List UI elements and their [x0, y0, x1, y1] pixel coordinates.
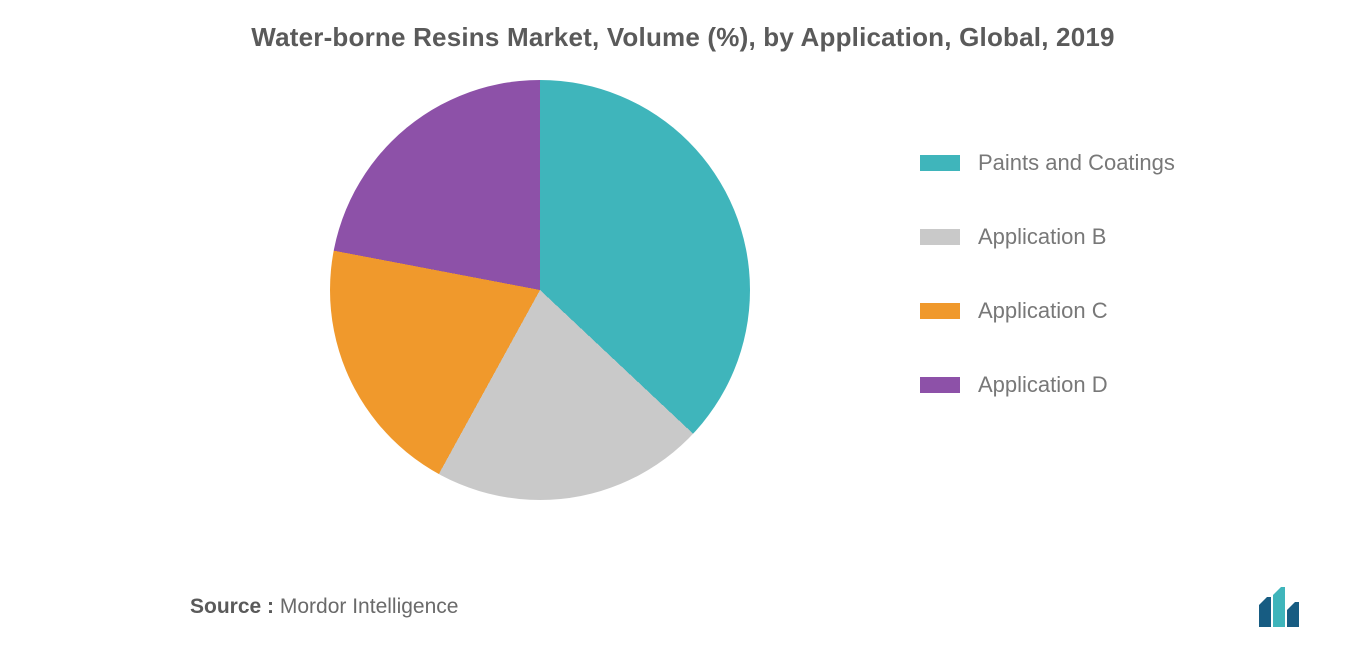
legend-item: Application B — [920, 224, 1270, 250]
legend-swatch — [920, 155, 960, 171]
legend-item: Application C — [920, 298, 1270, 324]
legend-label: Application D — [978, 372, 1108, 398]
source-key: Source : — [190, 595, 274, 618]
legend-swatch — [920, 229, 960, 245]
legend-swatch — [920, 303, 960, 319]
legend-label: Application C — [978, 298, 1108, 324]
brand-logo — [1246, 581, 1316, 627]
legend-label: Application B — [978, 224, 1106, 250]
source-value: Mordor Intelligence — [280, 595, 459, 618]
legend-item: Application D — [920, 372, 1270, 398]
chart-title: Water-borne Resins Market, Volume (%), b… — [0, 22, 1366, 53]
legend: Paints and Coatings Application B Applicat… — [920, 150, 1270, 446]
legend-item: Paints and Coatings — [920, 150, 1270, 176]
pie-graphic — [330, 80, 750, 500]
legend-swatch — [920, 377, 960, 393]
source-attribution: Source : Mordor Intelligence — [190, 595, 458, 619]
legend-label: Paints and Coatings — [978, 150, 1175, 176]
pie-chart — [330, 80, 750, 500]
